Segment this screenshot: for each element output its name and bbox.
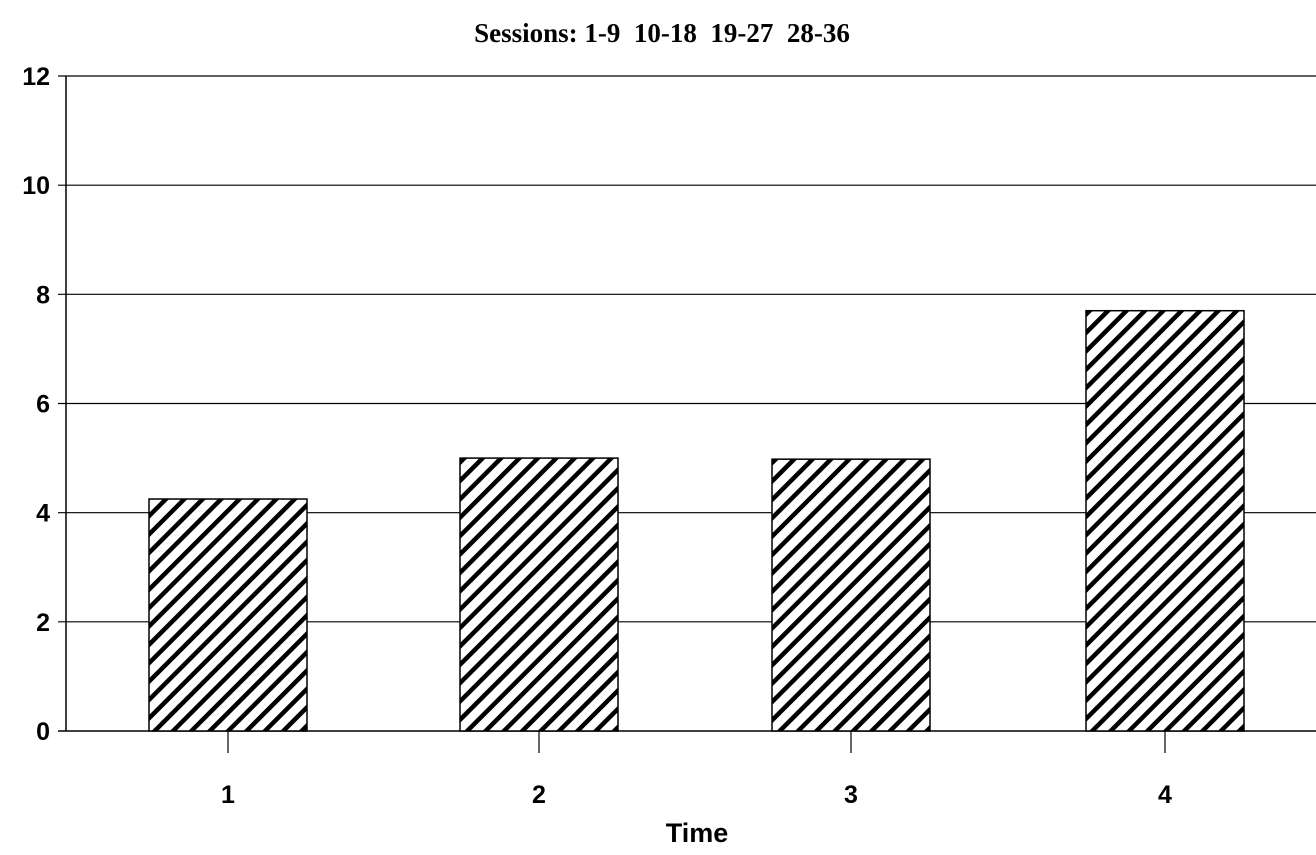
y-tick-label: 0 [36, 718, 50, 746]
y-tick-labels: 0 2 4 6 8 10 12 [22, 63, 50, 746]
chart-title: Sessions: 1-9 10-18 19-27 28-36 [474, 18, 850, 48]
bar [1085, 309, 1245, 732]
x-tick-label: 4 [1158, 781, 1172, 809]
y-tick-label: 10 [22, 172, 50, 200]
y-tick-label: 2 [36, 609, 50, 637]
x-tick-label: 1 [221, 781, 235, 809]
bar [771, 458, 931, 732]
bar [148, 498, 308, 732]
x-tick-label: 3 [844, 781, 858, 809]
bars [148, 309, 1245, 732]
y-tick-label: 12 [22, 63, 50, 91]
x-tick-label: 2 [532, 781, 546, 809]
y-tick-label: 8 [36, 281, 50, 309]
y-tick-label: 4 [36, 500, 50, 528]
x-axis-label: Time [666, 818, 729, 848]
bar [459, 457, 619, 732]
x-tick-labels: 1 2 3 4 [221, 731, 1172, 809]
y-tick-label: 6 [36, 391, 50, 419]
